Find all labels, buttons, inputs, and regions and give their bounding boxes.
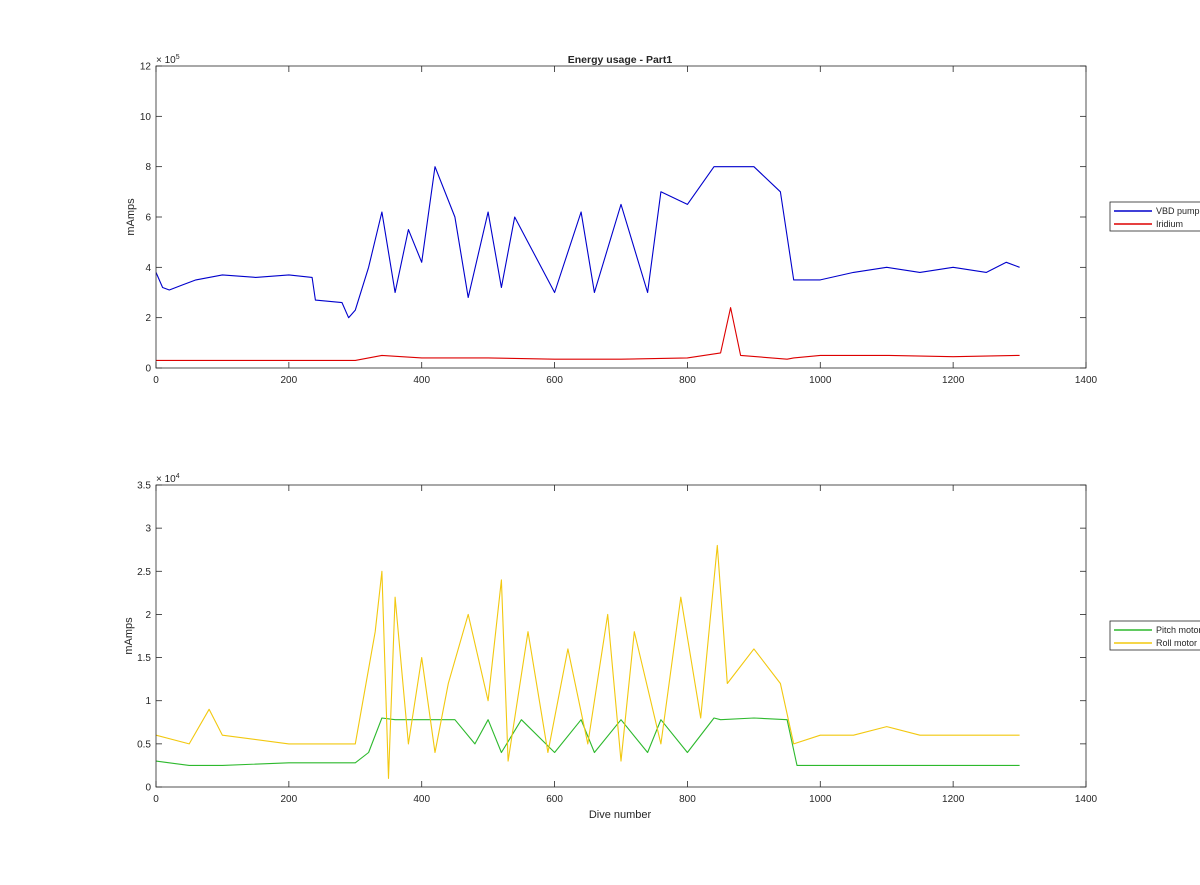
y-tick-label: 2: [145, 313, 151, 324]
x-tick-label: 200: [281, 794, 298, 805]
y-tick-label: 3: [145, 524, 151, 535]
x-tick-label: 1200: [942, 794, 965, 805]
top-panel-exponent: × 105: [156, 54, 180, 66]
x-tick-label: 200: [281, 375, 298, 386]
x-tick-label: 0: [153, 375, 159, 386]
top-panel-y-label: mAmps: [125, 198, 137, 236]
y-tick-label: 0: [145, 783, 151, 794]
bottom-panel-x-label: Dive number: [589, 809, 652, 821]
y-tick-label: 10: [140, 112, 152, 123]
y-tick-label: 3.5: [137, 481, 151, 492]
y-tick-label: 12: [140, 62, 152, 73]
x-tick-label: 600: [546, 375, 563, 386]
x-tick-label: 0: [153, 794, 159, 805]
x-tick-label: 400: [413, 375, 430, 386]
top-panel: Energy usage - Part1 0 200 400 600 800 1000 12…: [125, 54, 1200, 386]
y-tick-label: 0.5: [137, 739, 151, 750]
y-tick-label: 0: [145, 364, 151, 375]
plot-area-1: [156, 544, 1020, 779]
y-tick-label: 6: [145, 213, 151, 224]
y-tick-label: 1: [145, 696, 151, 707]
top-panel-legend: VBD pump Iridium: [1109, 201, 1200, 232]
bottom-panel-y-label: mAmps: [123, 617, 135, 655]
x-tick-label: 1000: [809, 794, 832, 805]
bottom-panel-plot: 0 200 400 600 800 1000 1200 1400 0 0.5 1 1.5 2 2.5 3 3.…: [137, 481, 1097, 806]
legend-label-roll-motor: Roll motor: [1156, 638, 1197, 648]
x-tick-label: 1000: [809, 375, 832, 386]
x-tick-label: 800: [679, 794, 696, 805]
bottom-panel-exponent: × 104: [156, 473, 180, 485]
y-tick-label: 8: [145, 162, 151, 173]
series-line-iridium: [156, 307, 1020, 361]
x-tick-label: 400: [413, 794, 430, 805]
x-tick-label: 1400: [1075, 375, 1098, 386]
x-tick-label: 1400: [1075, 794, 1098, 805]
bottom-panel: 0 200 400 600 800 1000 1200 1400 0 0.5 1 1.5 2 2.5 3 3.…: [123, 473, 1200, 821]
y-tick-label: 4: [145, 263, 151, 274]
series-line-pitch-motor: [156, 717, 1020, 766]
bottom-panel-legend-box: [1109, 620, 1200, 651]
x-tick-label: 800: [679, 375, 696, 386]
bottom-panel-legend: Pitch motor Roll motor: [1109, 620, 1200, 651]
series-line-vbd-pump: [156, 166, 1020, 319]
legend-label-vbd-pump: VBD pump: [1156, 206, 1200, 216]
top-panel-plot: 0 200 400 600 800 1000 1200 1400 0 2 4 6 8 10 12: [140, 62, 1098, 387]
axes-box: [155, 484, 1087, 788]
y-tick-label: 2.5: [137, 567, 151, 578]
x-tick-label: 1200: [942, 375, 965, 386]
top-panel-title: Energy usage - Part1: [568, 54, 673, 66]
y-tick-label: 2: [145, 610, 151, 621]
legend-label-iridium: Iridium: [1156, 219, 1183, 229]
x-tick-label: 600: [546, 794, 563, 805]
y-tick-label: 1.5: [137, 653, 151, 664]
legend-label-pitch-motor: Pitch motor: [1156, 625, 1200, 635]
plot-area-0: [156, 166, 1020, 361]
top-panel-legend-box: [1109, 201, 1200, 232]
series-line-roll-motor: [156, 544, 1020, 779]
